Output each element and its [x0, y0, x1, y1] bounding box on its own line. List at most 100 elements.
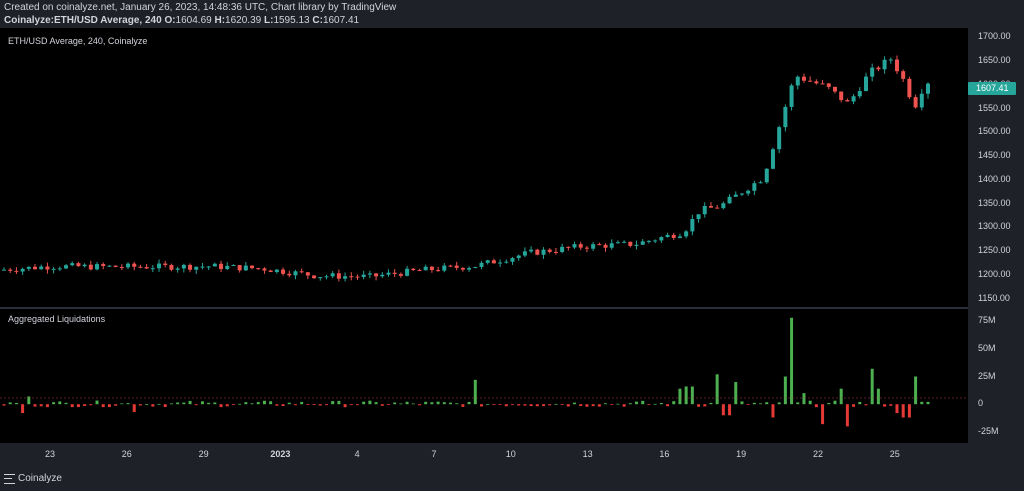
candle-body — [250, 265, 255, 269]
candle-body — [219, 263, 224, 270]
liquidation-tick-label: 75M — [978, 315, 996, 326]
liquidation-short-bar — [579, 404, 583, 407]
chart-background — [0, 28, 968, 443]
liquidation-short-bar — [70, 404, 74, 408]
price-tick-label: 1200.00 — [978, 268, 1011, 279]
liquidation-long-bar — [126, 403, 130, 405]
liquidation-long-bar — [58, 401, 62, 405]
candle-body — [467, 268, 472, 270]
liquidation-long-bar — [405, 401, 409, 405]
candle-body — [566, 246, 571, 248]
price-tick-label: 1500.00 — [978, 126, 1011, 137]
candle-body — [374, 273, 379, 277]
liquidation-long-bar — [250, 403, 254, 405]
candle-body — [299, 271, 304, 273]
created-info: Created on coinalyze.net, January 26, 20… — [4, 2, 397, 13]
liquidation-short-bar — [281, 404, 285, 407]
liquidation-long-bar — [27, 396, 31, 405]
liquidation-short-bar — [355, 404, 359, 406]
liquidation-short-bar — [21, 404, 25, 414]
candle-body — [832, 86, 837, 92]
liquidation-long-bar — [678, 388, 682, 405]
candle-body — [752, 183, 757, 191]
candle-body — [268, 270, 273, 272]
candlestick-series — [2, 55, 930, 282]
liquidation-long-bar — [467, 401, 471, 405]
liquidation-long-bar — [393, 402, 397, 405]
time-tick-label: 7 — [431, 449, 437, 459]
chart-header: Created on coinalyze.net, January 26, 20… — [0, 0, 1024, 28]
candle-body — [194, 266, 199, 270]
candle-body — [150, 268, 155, 270]
candle-body — [894, 59, 899, 72]
candle-body — [814, 81, 819, 84]
candle-body — [212, 263, 217, 267]
liquidation-long-bar — [486, 404, 490, 405]
liquidation-short-bar — [845, 404, 849, 427]
candle-body — [70, 263, 75, 266]
liquidation-long-bar — [8, 402, 12, 405]
close-value: 1607.41 — [322, 15, 360, 26]
candle-body — [764, 168, 769, 183]
liquidation-long-bar — [64, 402, 68, 405]
liquidation-long-bar — [858, 401, 862, 405]
candle-body — [33, 266, 38, 270]
liquidation-short-bar — [151, 404, 155, 407]
candle-body — [82, 264, 87, 267]
liquidation-long-bar — [709, 402, 713, 405]
candle-body — [157, 263, 162, 269]
candle-body — [45, 266, 50, 270]
candle-body — [256, 268, 261, 270]
liquidation-short-bar — [343, 404, 347, 408]
liquidation-short-bar — [814, 404, 818, 408]
price-tick-label: 1250.00 — [978, 245, 1011, 256]
time-tick-label: 29 — [198, 449, 209, 459]
liquidation-long-bar — [604, 403, 608, 405]
liquidation-short-bar — [883, 404, 887, 407]
liquidation-short-bar — [728, 404, 732, 416]
symbol-label: Coinalyze:ETH/USD Average, 240 — [4, 15, 162, 26]
liquidation-short-bar — [194, 404, 198, 406]
candle-body — [888, 59, 893, 61]
candle-body — [281, 269, 286, 274]
candle-body — [603, 244, 608, 248]
liquidation-short-bar — [666, 404, 670, 407]
liquidation-short-bar — [585, 404, 589, 407]
candle-body — [510, 258, 515, 262]
liquidation-short-bar — [33, 404, 37, 407]
candle-body — [144, 267, 149, 269]
time-tick-label: 13 — [582, 449, 593, 459]
candle-body — [405, 268, 410, 276]
candle-body — [237, 265, 242, 271]
candle-body — [863, 76, 868, 92]
candle-body — [870, 67, 875, 77]
liquidation-long-bar — [616, 403, 620, 405]
liquidation-long-bar — [628, 403, 632, 405]
liquidation-short-bar — [380, 404, 384, 406]
candle-body — [380, 274, 385, 277]
candle-body — [8, 269, 13, 271]
candle-body — [367, 273, 372, 275]
price-axis-background — [968, 28, 1024, 443]
liquidation-short-bar — [461, 404, 465, 407]
price-tick-label: 1450.00 — [978, 150, 1011, 161]
liquidation-long-bar — [200, 401, 204, 405]
candle-body — [671, 234, 676, 238]
coinalyze-logo[interactable]: Coinalyze — [4, 473, 62, 484]
liquidation-long-bar — [95, 400, 99, 405]
candle-body — [206, 266, 211, 268]
candle-body — [684, 231, 689, 237]
candle-body — [504, 261, 509, 263]
candle-body — [473, 266, 478, 269]
liquidation-long-bar — [14, 402, 18, 405]
candle-body — [14, 270, 19, 272]
liquidation-long-bar — [914, 376, 918, 405]
price-tick-label: 1550.00 — [978, 102, 1011, 113]
candle-body — [188, 264, 193, 270]
liquidation-short-bar — [492, 404, 496, 406]
candle-body — [622, 241, 627, 243]
candle-body — [727, 196, 732, 204]
time-tick-label: 16 — [659, 449, 670, 459]
liquidation-long-bar — [188, 400, 192, 405]
open-value: 1604.69 — [175, 15, 212, 26]
